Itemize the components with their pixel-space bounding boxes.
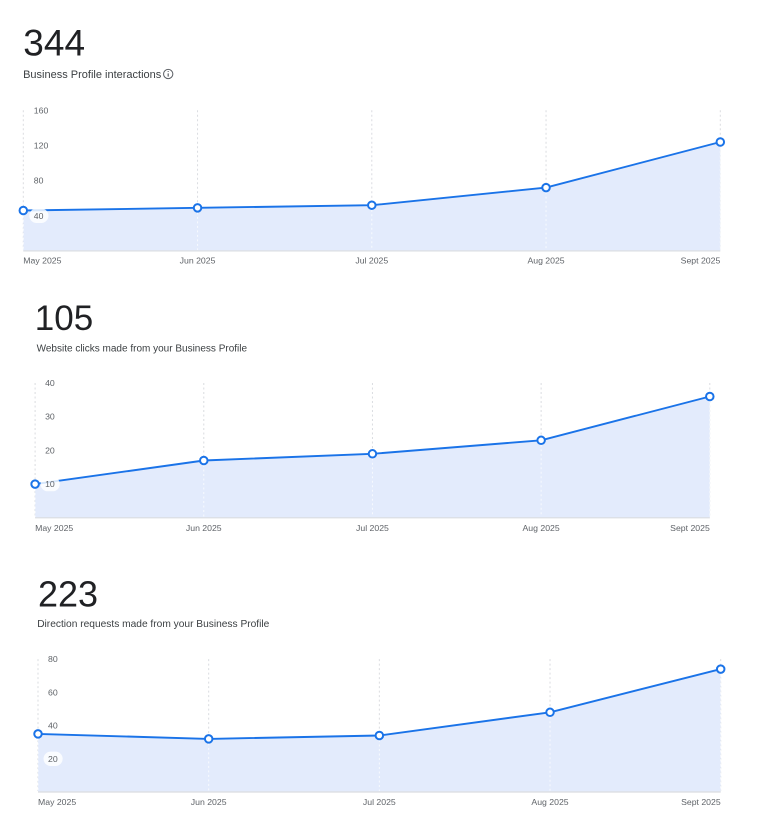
- svg-text:Sept 2025: Sept 2025: [670, 523, 710, 533]
- svg-text:Jun 2025: Jun 2025: [191, 797, 227, 807]
- svg-text:30: 30: [45, 412, 55, 422]
- svg-text:80: 80: [34, 176, 44, 186]
- svg-text:Website clicks made from your: Website clicks made from your Business P…: [37, 343, 248, 354]
- svg-text:Jul 2025: Jul 2025: [363, 797, 396, 807]
- svg-text:Jun 2025: Jun 2025: [180, 256, 216, 266]
- svg-text:344: 344: [23, 23, 85, 64]
- svg-text:Direction requests made from y: Direction requests made from your Busine…: [37, 619, 269, 630]
- svg-text:May 2025: May 2025: [23, 256, 61, 266]
- svg-text:160: 160: [34, 105, 49, 115]
- svg-text:10: 10: [45, 479, 55, 489]
- svg-text:20: 20: [48, 754, 58, 764]
- svg-text:Aug 2025: Aug 2025: [531, 797, 568, 807]
- svg-text:May 2025: May 2025: [38, 797, 76, 807]
- svg-text:Business Profile interactions: Business Profile interactions: [23, 69, 162, 81]
- svg-text:223: 223: [38, 573, 98, 614]
- svg-text:Aug 2025: Aug 2025: [527, 256, 564, 266]
- svg-text:120: 120: [34, 140, 49, 150]
- svg-text:105: 105: [35, 299, 93, 338]
- svg-text:Sept 2025: Sept 2025: [681, 797, 721, 807]
- svg-text:20: 20: [45, 445, 55, 455]
- svg-text:40: 40: [34, 211, 44, 221]
- svg-text:Aug 2025: Aug 2025: [523, 523, 560, 533]
- svg-text:May 2025: May 2025: [35, 523, 73, 533]
- svg-text:Jun 2025: Jun 2025: [186, 523, 222, 533]
- svg-text:60: 60: [48, 687, 58, 697]
- svg-text:80: 80: [48, 654, 58, 664]
- svg-text:40: 40: [48, 721, 58, 731]
- svg-text:40: 40: [45, 378, 55, 388]
- svg-text:Jul 2025: Jul 2025: [355, 256, 388, 266]
- svg-text:Sept 2025: Sept 2025: [681, 256, 721, 266]
- svg-text:Jul 2025: Jul 2025: [356, 523, 389, 533]
